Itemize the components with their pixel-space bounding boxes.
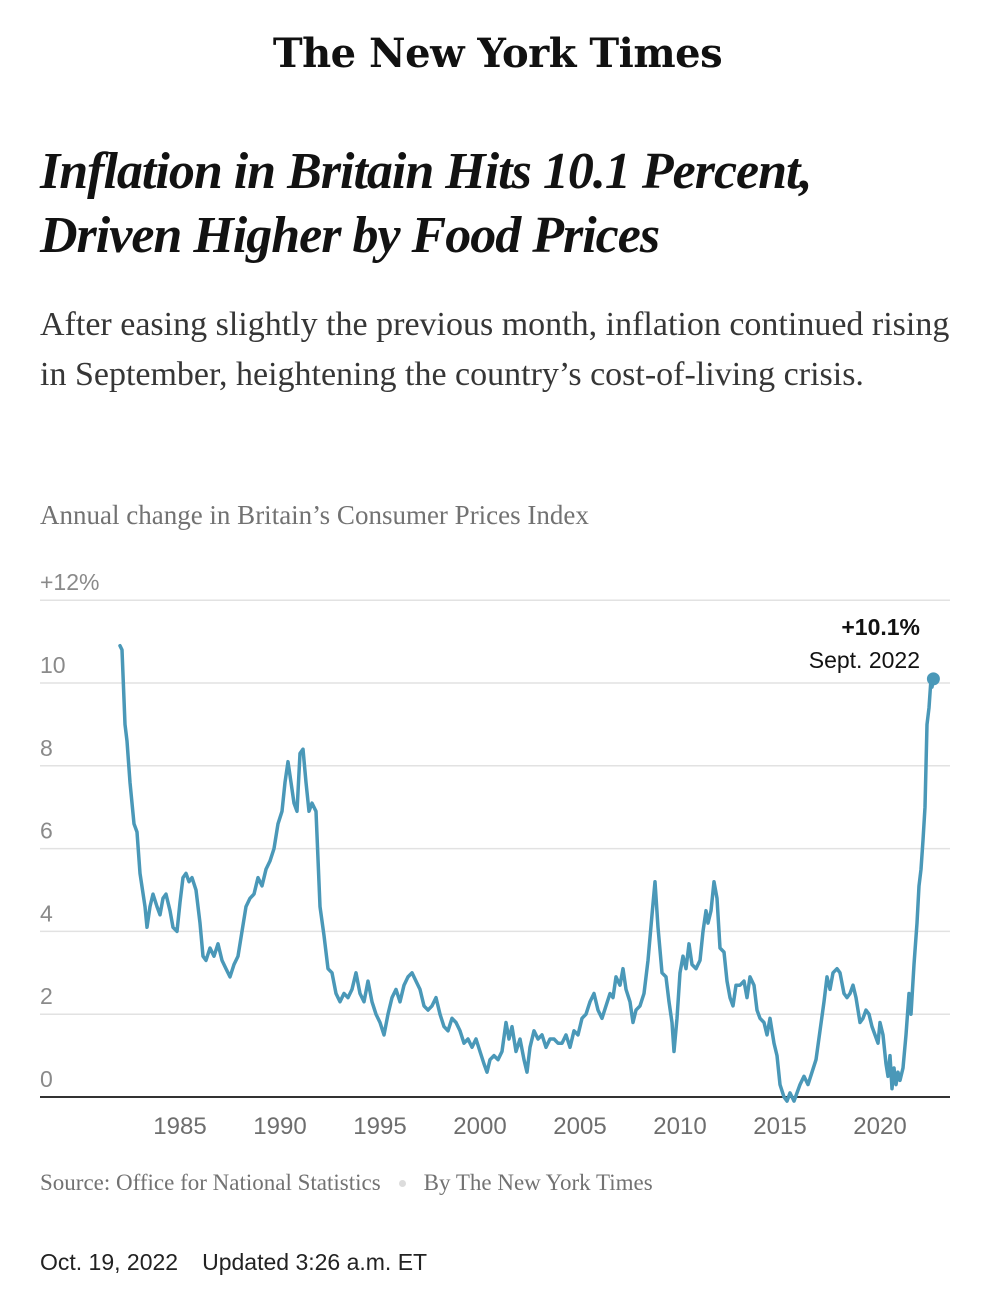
annotation-date-label: Sept. 2022 xyxy=(809,647,920,673)
separator-dot xyxy=(398,1179,406,1187)
y-tick-label: +12% xyxy=(40,569,99,595)
y-axis-ticks: +12% 10 8 6 4 2 0 xyxy=(40,569,99,1092)
byline: By The New York Times xyxy=(423,1170,653,1195)
x-tick-label: 2010 xyxy=(653,1113,706,1140)
x-tick-label: 1995 xyxy=(353,1113,406,1140)
y-tick-label: 10 xyxy=(40,652,66,678)
nyt-masthead-logo[interactable]: The New York Times xyxy=(272,30,723,77)
x-tick-label: 2015 xyxy=(753,1113,806,1140)
x-tick-label: 1990 xyxy=(253,1113,306,1140)
x-tick-label: 1985 xyxy=(153,1113,206,1140)
published-date: Oct. 19, 2022 xyxy=(40,1249,179,1275)
x-tick-label: 2005 xyxy=(553,1113,606,1140)
y-tick-label: 4 xyxy=(40,900,53,926)
x-tick-label: 2000 xyxy=(453,1113,506,1140)
chart-source: Source: Office for National Statistics By… xyxy=(40,1170,653,1196)
updated-time: Updated 3:26 a.m. ET xyxy=(202,1249,428,1275)
x-axis-ticks: 1985 1990 1995 2000 2005 2010 2015 2020 xyxy=(153,1113,906,1140)
chart-title: Annual change in Britain’s Consumer Pric… xyxy=(40,500,589,530)
y-tick-label: 0 xyxy=(40,1066,53,1092)
latest-value-marker[interactable] xyxy=(926,672,940,686)
cpi-line-chart: +12% 10 8 6 4 2 0 1985 1990 1995 2000 2005 2010 2015… xyxy=(40,569,950,1140)
gridlines xyxy=(40,599,950,1015)
annotation-value-label: +10.1% xyxy=(841,614,920,640)
article-summary: After easing slightly the previous month… xyxy=(40,306,950,393)
x-tick-label: 2020 xyxy=(853,1113,906,1140)
y-tick-label: 2 xyxy=(40,983,53,1009)
source-text: Source: Office for National Statistics xyxy=(40,1170,381,1195)
dateline: Oct. 19, 2022 Updated 3:26 a.m. ET xyxy=(40,1249,427,1276)
cpi-series-line[interactable] xyxy=(118,643,936,1103)
article-headline: Inflation in Britain Hits 10.1 Percent, … xyxy=(40,143,812,264)
y-tick-label: 8 xyxy=(40,735,53,761)
y-tick-label: 6 xyxy=(40,818,53,844)
